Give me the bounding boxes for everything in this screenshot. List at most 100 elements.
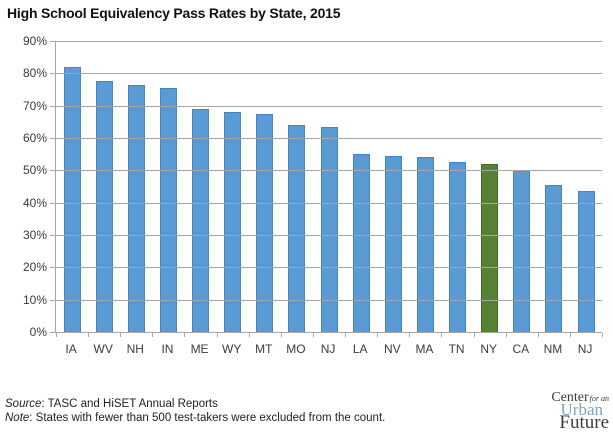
y-axis-label: 40% (22, 195, 47, 210)
x-axis-tick (280, 333, 282, 337)
x-axis-label: IA (65, 342, 77, 356)
bar-tn (449, 162, 467, 332)
logo-line-center: Centerfor an (517, 391, 609, 405)
x-axis-tick (409, 333, 411, 337)
bar-wy (224, 112, 242, 332)
y-axis-label: 80% (22, 66, 47, 81)
x-axis-label: NM (543, 342, 563, 356)
y-axis-label: 50% (22, 163, 47, 178)
y-axis-label: 90% (22, 34, 47, 48)
note-text: : States with fewer than 500 test-takers… (29, 411, 386, 424)
x-axis-tick (88, 333, 90, 337)
y-axis-label: 0% (29, 325, 47, 339)
bar-slot (281, 41, 313, 332)
x-axis-label: TN (448, 342, 465, 356)
y-axis-tick (50, 138, 56, 139)
y-axis-label: 70% (22, 98, 47, 113)
gridline (56, 73, 602, 75)
x-axis-tick (312, 333, 314, 337)
bar-slot (185, 41, 217, 332)
bar-slot (249, 41, 281, 332)
bar-nh (127, 84, 145, 332)
bar-slot (570, 41, 602, 332)
x-axis-tick (569, 333, 571, 337)
gridline (56, 235, 602, 236)
bar-slot (442, 41, 474, 332)
y-axis-tick (50, 73, 56, 75)
y-axis-label: 10% (22, 292, 47, 307)
bar-ny-highlight (481, 163, 499, 332)
x-axis-label: NH (126, 342, 144, 356)
bar-ia (63, 66, 81, 332)
logo-for-an-text: for an (589, 394, 609, 403)
x-axis-tick (120, 333, 122, 337)
bar-slot (313, 41, 345, 332)
x-axis-label: MT (255, 342, 273, 356)
y-axis-tick (50, 41, 56, 42)
bar-slot (345, 41, 377, 332)
x-axis-label: NY (480, 342, 498, 356)
bar-slot (217, 41, 249, 332)
chart-footer: Source: TASC and HiSET Annual Reports No… (5, 398, 385, 425)
x-axis-label: NJ (320, 342, 336, 356)
bar-nv (384, 155, 402, 332)
bar-wv (95, 81, 113, 332)
x-axis-tick (56, 333, 57, 337)
gridline (56, 105, 602, 107)
note-label: Note (5, 411, 30, 424)
bar-in (159, 87, 177, 332)
x-axis-label: WY (222, 342, 242, 356)
gridline (56, 202, 602, 204)
source-line: Source: TASC and HiSET Annual Reports (5, 398, 385, 412)
bar-slot (56, 41, 88, 332)
bar-mo (288, 125, 306, 332)
bar-nj (320, 126, 338, 332)
bar-mt (256, 113, 274, 332)
y-axis-tick (50, 105, 56, 107)
bar-chart-plot-area (50, 41, 603, 337)
y-axis-tick (50, 299, 56, 301)
y-axis-tick (50, 170, 56, 172)
x-axis-label: LA (352, 342, 368, 356)
x-axis-label: ME (190, 342, 209, 356)
y-axis-tick (50, 235, 56, 236)
gridline (56, 170, 602, 172)
y-axis-tick (50, 332, 56, 333)
x-axis-label: WV (93, 342, 113, 356)
bar-slot (474, 41, 506, 332)
y-axis-labels: 90% 80% 70% 60% 50% 40% 30% 20% 10% 0% (0, 34, 47, 339)
x-axis-tick (248, 333, 250, 337)
bar-slot (152, 41, 184, 332)
x-axis-tick (441, 333, 443, 337)
x-axis-label: IN (161, 342, 174, 356)
bar-la (352, 154, 370, 332)
bar-slot (538, 41, 570, 332)
bar-slot (88, 41, 120, 332)
logo-center-text: Center (551, 390, 589, 405)
gridline (56, 138, 602, 139)
x-axis-tick (473, 333, 475, 337)
x-axis-label: MO (286, 342, 306, 356)
y-axis-label: 20% (22, 260, 47, 275)
logo-urban-text: Urban (560, 400, 603, 419)
bar-slot (120, 41, 152, 332)
source-label: Source (5, 398, 42, 410)
gridline (56, 41, 602, 42)
gridline (56, 299, 602, 301)
bars-container (56, 41, 602, 332)
bar-slot (377, 41, 409, 332)
bar-ca (513, 170, 531, 332)
x-axis-label: NV (383, 342, 401, 356)
y-axis-tick (50, 267, 56, 269)
gridline (56, 267, 602, 269)
x-axis-tick (377, 333, 379, 337)
bar-nm (545, 184, 563, 332)
x-axis-labels: IA WV NH IN ME WY MT MO NJ LA NV MA TN NY CA NM NJ (55, 342, 601, 356)
bar-slot (409, 41, 441, 332)
x-axis-tick (152, 333, 154, 337)
chart-title: High School Equivalency Pass Rates by St… (7, 5, 341, 21)
y-axis-label: 30% (22, 228, 47, 242)
x-axis-label: CA (512, 342, 530, 356)
bar-nj (577, 191, 595, 332)
